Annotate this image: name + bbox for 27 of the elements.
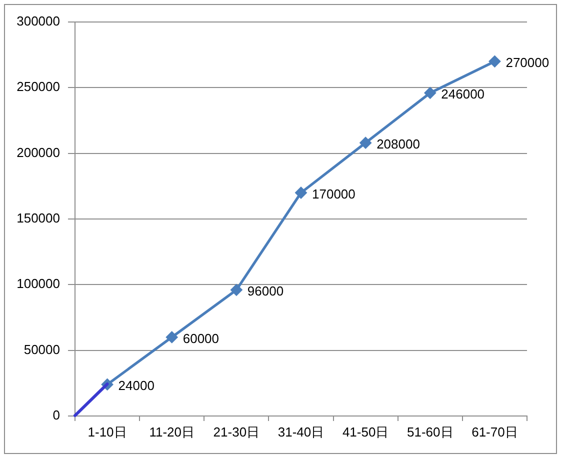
x-tick-label: 61-70日 [472, 424, 518, 440]
x-tick-label: 1-10日 [88, 424, 127, 440]
y-tick-label: 200000 [16, 144, 60, 160]
data-label: 270000 [506, 54, 550, 70]
data-label: 96000 [247, 284, 284, 298]
x-tick-label: 11-20日 [149, 424, 195, 440]
y-tick-label: 0 [52, 408, 60, 423]
x-tick-label: 21-30日 [213, 424, 260, 440]
point [295, 186, 307, 199]
point [488, 55, 501, 68]
y-tick-label: 150000 [16, 210, 60, 226]
data-label: 60000 [182, 330, 220, 346]
point [424, 86, 436, 99]
point [360, 136, 372, 149]
x-tick-label: 31-40日 [278, 424, 324, 440]
y-tick-label: 300000 [16, 14, 60, 29]
data-label: 246000 [441, 86, 485, 102]
y-tick-label: 100000 [16, 276, 60, 292]
data-label: 208000 [376, 136, 420, 152]
data-label: 170000 [312, 186, 356, 202]
data-label: 24000 [118, 378, 154, 394]
point [166, 331, 178, 344]
x-tick-label: 41-50日 [342, 424, 389, 440]
y-tick-label: 250000 [16, 79, 60, 94]
x-tick-label: 51-60日 [407, 424, 454, 440]
y-tick-label: 50000 [24, 342, 60, 357]
point [230, 284, 242, 296]
